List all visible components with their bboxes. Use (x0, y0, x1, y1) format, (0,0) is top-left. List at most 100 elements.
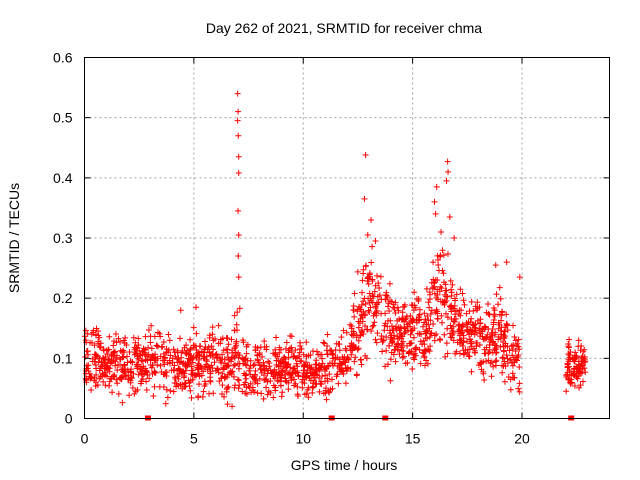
data-point (297, 342, 304, 349)
y-axis-label: SRMTID / TECUs (6, 183, 22, 293)
data-point (441, 331, 448, 338)
data-point (104, 351, 111, 358)
data-point (486, 342, 493, 349)
data-point (236, 305, 243, 312)
data-point (431, 332, 438, 339)
data-point (511, 359, 518, 366)
data-point (565, 363, 572, 370)
data-point (403, 313, 410, 320)
data-point (170, 346, 177, 353)
data-point (372, 238, 379, 245)
data-point (351, 358, 358, 365)
data-point (193, 354, 200, 361)
data-point (157, 362, 164, 369)
data-point (122, 334, 129, 341)
data-point (503, 311, 510, 318)
data-point (407, 331, 414, 338)
data-point (235, 253, 242, 260)
data-point (267, 367, 274, 374)
data-point (143, 386, 150, 393)
data-point (441, 279, 448, 286)
data-point (409, 366, 416, 373)
data-point (211, 359, 218, 366)
data-point (119, 399, 126, 406)
data-point (158, 369, 165, 376)
data-point (301, 363, 308, 370)
data-point (505, 374, 512, 381)
data-point (233, 321, 240, 328)
data-point (295, 372, 302, 379)
data-point (345, 356, 352, 363)
data-point (450, 329, 457, 336)
data-point (476, 304, 483, 311)
data-point (291, 352, 298, 359)
data-point (327, 347, 334, 354)
data-point (203, 361, 210, 368)
data-point (360, 270, 367, 277)
data-point (142, 333, 149, 340)
data-point (133, 344, 140, 351)
data-point (100, 378, 107, 385)
data-point (151, 357, 158, 364)
data-point (193, 372, 200, 379)
data-point (371, 288, 378, 295)
data-point (497, 327, 504, 334)
data-point (437, 252, 444, 259)
data-point (390, 301, 397, 308)
data-point (201, 346, 208, 353)
data-point (400, 348, 407, 355)
data-point (465, 328, 472, 335)
data-point (343, 347, 350, 354)
data-point (483, 335, 490, 342)
data-point (574, 375, 581, 382)
data-point (486, 349, 493, 356)
data-point (126, 392, 133, 399)
data-point (427, 317, 434, 324)
data-point (299, 373, 306, 380)
data-point (235, 274, 242, 281)
data-point (163, 346, 170, 353)
data-point (449, 281, 456, 288)
data-point (96, 334, 103, 341)
data-point (570, 371, 577, 378)
data-point (386, 308, 393, 315)
data-point (426, 325, 433, 332)
data-point (172, 353, 179, 360)
data-point (378, 336, 385, 343)
data-point (497, 295, 504, 302)
data-point (246, 367, 253, 374)
data-point (473, 307, 480, 314)
data-point (361, 195, 368, 202)
data-point (509, 346, 516, 353)
data-point (482, 324, 489, 331)
data-point (113, 376, 120, 383)
data-point (91, 358, 98, 365)
data-point (130, 370, 137, 377)
data-point (438, 285, 445, 292)
data-point (231, 345, 238, 352)
data-point (444, 158, 451, 165)
data-point (235, 132, 242, 139)
data-point (481, 376, 488, 383)
data-point (368, 216, 375, 223)
data-point (437, 253, 444, 260)
data-point (82, 370, 89, 377)
data-point (410, 354, 417, 361)
data-point (239, 355, 246, 362)
data-point (154, 355, 161, 362)
data-point (188, 394, 195, 401)
data-point (446, 303, 453, 310)
data-point (426, 348, 433, 355)
data-point (409, 302, 416, 309)
data-point (422, 346, 429, 353)
data-point (448, 292, 455, 299)
data-point (147, 339, 154, 346)
data-point (153, 342, 160, 349)
data-point (515, 385, 522, 392)
data-point (421, 310, 428, 317)
data-point (200, 355, 207, 362)
data-point (280, 356, 287, 363)
data-point (348, 351, 355, 358)
data-point (469, 321, 476, 328)
data-point (121, 349, 128, 356)
